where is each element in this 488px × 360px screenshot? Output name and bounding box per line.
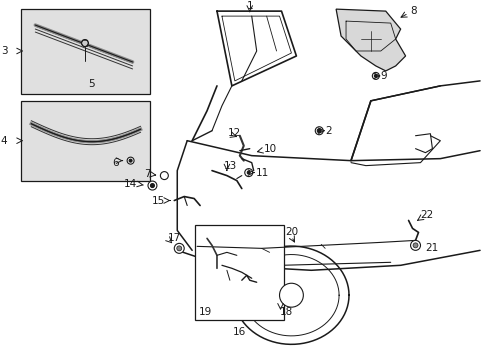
Circle shape bbox=[374, 75, 377, 77]
Circle shape bbox=[129, 159, 132, 162]
Circle shape bbox=[247, 171, 250, 174]
Text: 15: 15 bbox=[152, 195, 165, 206]
Polygon shape bbox=[335, 9, 405, 71]
Text: 12: 12 bbox=[227, 128, 241, 138]
Circle shape bbox=[317, 129, 321, 133]
Text: 10: 10 bbox=[263, 144, 276, 154]
Text: 2: 2 bbox=[325, 126, 331, 136]
Text: 19: 19 bbox=[199, 307, 212, 317]
Text: 4: 4 bbox=[1, 136, 7, 146]
Text: 17: 17 bbox=[167, 233, 180, 243]
Text: 7: 7 bbox=[143, 168, 150, 179]
Text: 18: 18 bbox=[279, 307, 292, 317]
Text: 20: 20 bbox=[285, 228, 297, 237]
Text: 16: 16 bbox=[233, 327, 246, 337]
Text: 13: 13 bbox=[224, 161, 237, 171]
Circle shape bbox=[412, 243, 417, 248]
Circle shape bbox=[371, 72, 379, 80]
Bar bbox=[195, 225, 284, 320]
Circle shape bbox=[176, 246, 182, 251]
Circle shape bbox=[81, 40, 88, 46]
Text: 6: 6 bbox=[112, 158, 119, 168]
Bar bbox=[21, 9, 150, 94]
Circle shape bbox=[244, 168, 252, 177]
Text: 11: 11 bbox=[255, 168, 268, 177]
Circle shape bbox=[150, 184, 154, 188]
Text: 1: 1 bbox=[246, 1, 252, 11]
Text: 3: 3 bbox=[1, 46, 7, 56]
Circle shape bbox=[315, 127, 323, 135]
Circle shape bbox=[410, 240, 420, 250]
Text: 5: 5 bbox=[88, 79, 94, 89]
Circle shape bbox=[148, 181, 157, 190]
Circle shape bbox=[279, 283, 303, 307]
Text: 21: 21 bbox=[425, 243, 438, 253]
Text: 14: 14 bbox=[124, 179, 137, 189]
Text: 8: 8 bbox=[410, 6, 416, 16]
Circle shape bbox=[127, 157, 134, 164]
Circle shape bbox=[174, 243, 184, 253]
Text: 9: 9 bbox=[380, 71, 386, 81]
Bar bbox=[21, 101, 150, 181]
Circle shape bbox=[160, 172, 168, 180]
Text: 22: 22 bbox=[420, 211, 433, 220]
